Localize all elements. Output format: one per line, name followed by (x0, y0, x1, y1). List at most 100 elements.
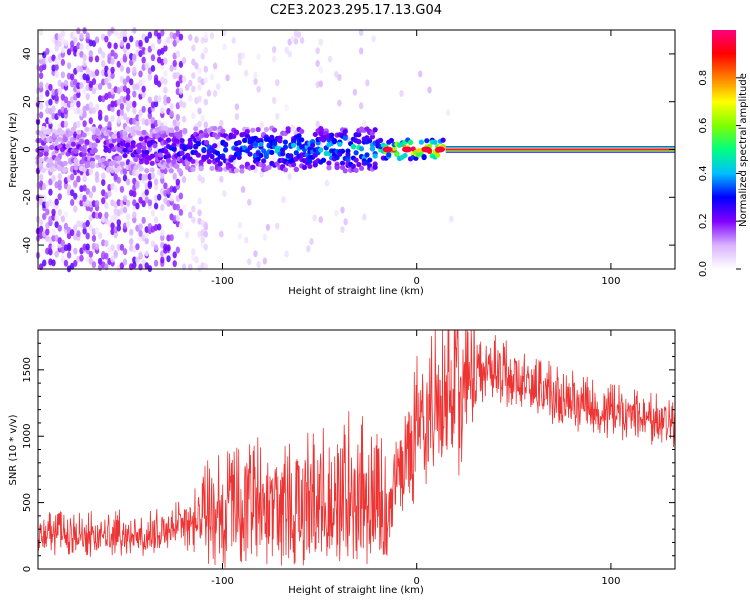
spectrogram-cell (38, 225, 44, 233)
spectrogram-cell (68, 131, 74, 137)
spectrogram-cell (57, 87, 62, 95)
spectrogram-cell (353, 167, 359, 173)
spectrogram-cell (110, 66, 115, 74)
spectrogram-cell (88, 101, 94, 109)
spectrogram-cell (57, 173, 62, 181)
spectrogram-cell (197, 120, 202, 128)
y-tick-label: 0 (22, 146, 33, 152)
spectrogram-cell (51, 88, 56, 96)
spectrogram-cell (288, 153, 294, 159)
spectrogram-cell (178, 192, 184, 200)
spectrogram-cell (367, 157, 373, 163)
y-tick-label: 0 (22, 566, 33, 572)
spectrogram-cell (82, 110, 87, 118)
spectrogram-cell (101, 178, 106, 186)
spectrogram-cell (149, 153, 155, 159)
y-tick-label: 40 (22, 48, 33, 61)
spectrogram-cell (38, 157, 44, 163)
spectrogram-cell (101, 172, 106, 180)
spectrogram-cell (150, 43, 156, 51)
spectrogram-cell (122, 30, 128, 38)
spectrogram-cell (284, 104, 289, 112)
spectrogram-ridge (445, 148, 675, 151)
spectrogram-cell (141, 129, 147, 135)
spectrogram-cell (388, 137, 395, 144)
spectrogram-cell (144, 149, 150, 155)
spectrogram-cell (153, 178, 159, 186)
spectrogram-cell (119, 64, 125, 72)
x-tick-label: 100 (601, 576, 620, 587)
spectrogram-cell (46, 129, 52, 135)
spectrogram-cell (91, 87, 97, 95)
spectrogram-cell (342, 135, 348, 141)
spectrogram-cell (42, 63, 47, 71)
spectrogram-cell (79, 32, 84, 40)
spectrogram-cell (60, 30, 66, 38)
spectrogram-cell (138, 114, 143, 122)
spectrogram-cell (201, 146, 207, 153)
spectrogram-cell (271, 46, 277, 54)
spectrogram-cell (40, 125, 47, 131)
spectrogram-cell (107, 82, 112, 90)
spectrogram-cell (421, 154, 427, 161)
spectrogram-cell (193, 126, 199, 132)
spectrogram-cell (125, 199, 131, 207)
spectrogram-cell (169, 102, 174, 110)
spectrogram-cell (116, 219, 121, 227)
spectrogram-cell (92, 142, 98, 148)
spectrogram-cell (73, 259, 78, 267)
spectrogram-cell (175, 50, 181, 58)
spectrogram-cell (135, 256, 140, 264)
spectrogram-cell (48, 178, 53, 186)
spectrogram-cell (153, 95, 159, 103)
spectrogram-cell (88, 191, 94, 199)
spectrogram-cell (54, 198, 59, 206)
spectrogram-cell (129, 35, 134, 43)
spectrogram-cell (242, 137, 248, 143)
spectrogram-cell (57, 193, 62, 201)
spectrogram-cell (147, 199, 153, 207)
spectrogram-cell (88, 257, 94, 265)
spectrogram-cell (157, 152, 163, 158)
spectrogram-cell (113, 185, 118, 193)
spectrogram-cell (203, 243, 208, 251)
spectrogram-cell (315, 59, 320, 67)
spectrogram-cell (144, 62, 149, 70)
spectrogram-cell (73, 192, 78, 200)
spectrogram-cell (165, 153, 172, 160)
spectrogram-cell (138, 166, 144, 172)
spectrogram-cell (169, 194, 174, 202)
spectrogram-cell (85, 232, 90, 240)
spectrogram-cell (287, 173, 292, 181)
spectrogram-cell (129, 78, 134, 86)
spectrogram-cell (195, 152, 202, 158)
spectrogram-cell (172, 260, 177, 268)
spectrogram-cell (258, 152, 264, 159)
spectrogram-cell (282, 144, 289, 150)
spectrogram-cell (369, 134, 376, 140)
spectrogram-cell (219, 119, 224, 127)
spectrogram-cell (45, 89, 50, 97)
spectrogram-cell (318, 216, 323, 224)
spectrogram-cell (171, 146, 177, 152)
spectrogram-cell (79, 43, 84, 51)
spectrogram-cell (206, 158, 212, 165)
spectrogram-axes: -100 0 100 -40 -20 0 20 40 (22, 30, 675, 287)
spectrogram-cell (85, 43, 90, 51)
spectrogram-cell (352, 88, 358, 96)
spectrogram-cell (156, 223, 162, 231)
spectrogram-cell (135, 202, 140, 210)
spectrogram-cell (219, 230, 224, 238)
colorbar-tick-label: 0.0 (698, 261, 709, 277)
spectrogram-cell (138, 70, 143, 78)
spectrogram-cell (122, 258, 128, 266)
spectrogram-cell (188, 79, 193, 87)
spectrogram-cell (101, 197, 106, 205)
spectrogram-cell (290, 162, 297, 168)
spectrogram-cell (138, 39, 143, 47)
spectrogram-cell (76, 129, 82, 135)
spectrogram-cell (57, 136, 63, 142)
spectrogram-cell (356, 161, 362, 168)
spectrogram-cell (113, 29, 118, 37)
spectrogram-cell (119, 161, 125, 167)
